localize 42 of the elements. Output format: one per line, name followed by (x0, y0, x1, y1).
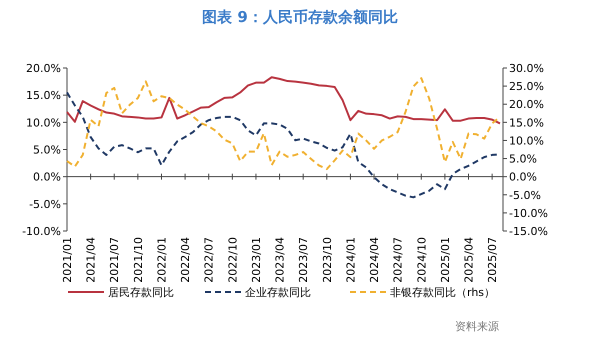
y2-tick-label: 5.0% (509, 152, 537, 166)
y-tick-label: 0.0% (33, 170, 61, 184)
y2-tick-label: 25.0% (509, 80, 544, 94)
chart-title: 图表 9：人民币存款余额同比 (202, 8, 398, 26)
x-tick-label: 2024/01 (344, 237, 358, 283)
x-tick-label: 2022/10 (226, 237, 240, 283)
y2-tick-label: 30.0% (509, 62, 544, 75)
x-tick-label: 2022/04 (179, 237, 192, 283)
y2-tick-label: 10.0% (509, 134, 544, 148)
x-tick-label: 2023/07 (297, 237, 310, 283)
x-tick-label: 2023/10 (320, 237, 334, 283)
text: 资料来源 (455, 320, 499, 333)
x-tick-label: 2021/07 (108, 237, 122, 283)
legend-label: 非银存款同比（rhs） (390, 286, 496, 299)
y-tick-label: 15.0% (26, 89, 61, 102)
x-tick-label: 2023/04 (274, 237, 287, 283)
y-tick-label: -10.0% (22, 225, 61, 238)
y2-tick-label: 0.0% (509, 170, 537, 184)
x-tick-label: 2024/04 (368, 237, 382, 283)
y-tick-label: -5.0% (29, 198, 61, 211)
y2-tick-label: -10.0% (509, 206, 548, 220)
y2-tick-label: 15.0% (509, 116, 544, 130)
x-tick-label: 2022/01 (155, 237, 168, 283)
x-tick-label: 2021/04 (84, 237, 98, 283)
legend-label: 企业存款同比 (245, 286, 311, 299)
x-tick-label: 2024/10 (415, 237, 428, 283)
x-tick-label: 2023/01 (250, 237, 263, 283)
y-tick-label: 5.0% (33, 144, 61, 156)
x-tick-label: 2025/07 (486, 237, 500, 283)
legend-label: 居民存款同比 (108, 286, 174, 299)
y2-tick-label: 20.0% (509, 98, 544, 112)
x-tick-label: 2021/10 (132, 237, 145, 283)
x-tick-label: 2025/04 (462, 237, 476, 283)
y2-tick-label: -5.0% (509, 188, 541, 202)
y-tick-label: 10.0% (26, 116, 61, 130)
x-tick-label: 2021/01 (61, 237, 74, 283)
line-series (66, 76, 501, 124)
y2-tick-label: -15.0% (509, 225, 548, 238)
y-tick-label: 20.0% (26, 62, 61, 75)
x-tick-label: 2025/01 (438, 237, 452, 283)
x-tick-label: 2024/07 (392, 237, 405, 283)
x-tick-label: 2022/07 (202, 237, 216, 283)
